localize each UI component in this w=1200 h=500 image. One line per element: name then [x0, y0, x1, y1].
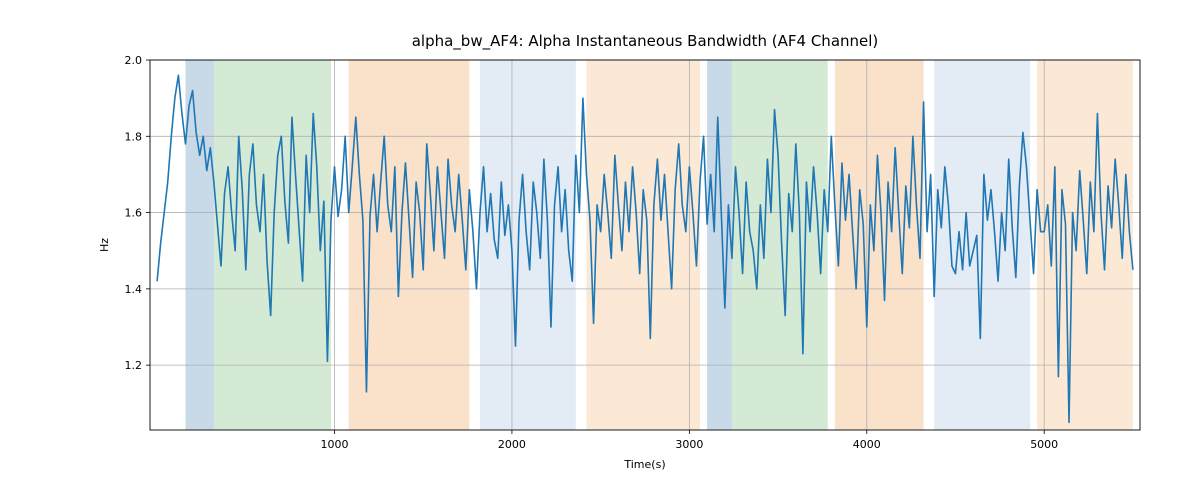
ytick-label: 2.0: [125, 54, 143, 67]
xtick-label: 5000: [1030, 438, 1058, 451]
xtick-label: 1000: [321, 438, 349, 451]
figure: 1000 2000 3000 4000 5000 1.2 1.4 1.6 1.8 2.0 Time(…: [0, 0, 1200, 500]
xtick-label: 4000: [853, 438, 881, 451]
band-1: [185, 60, 213, 430]
y-axis-label: Hz: [98, 238, 111, 252]
x-axis-label: Time(s): [623, 458, 665, 471]
ytick-label: 1.6: [125, 207, 143, 220]
ytick-label: 1.4: [125, 283, 143, 296]
band-11: [732, 60, 828, 430]
ytick-label: 1.8: [125, 130, 143, 143]
band-10: [707, 60, 732, 430]
ytick-label: 1.2: [125, 359, 143, 372]
band-8: [586, 60, 700, 430]
xtick-label: 3000: [675, 438, 703, 451]
band-13: [835, 60, 924, 430]
xtick-label: 2000: [498, 438, 526, 451]
chart-title: alpha_bw_AF4: Alpha Instantaneous Bandwi…: [412, 32, 879, 51]
background-bands: [185, 60, 1132, 430]
